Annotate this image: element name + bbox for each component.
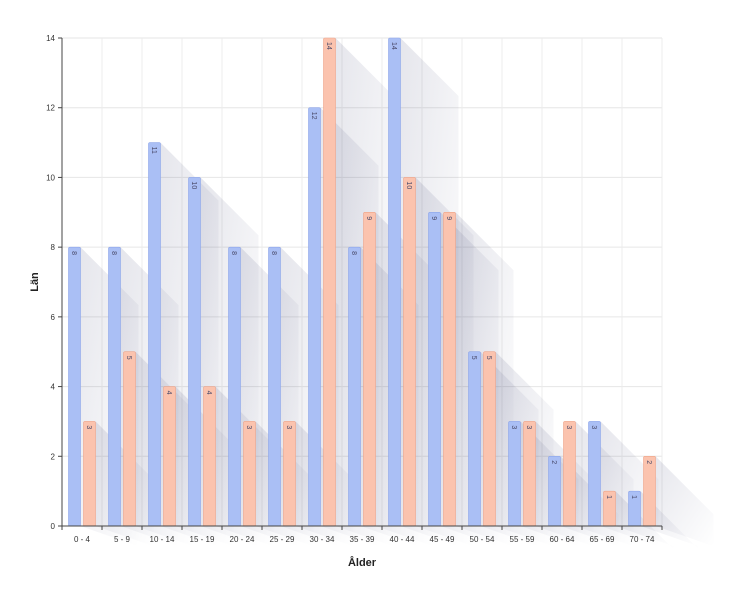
x-tick-label: 55 - 59 <box>510 535 535 544</box>
bar-value-label: 2 <box>550 460 557 464</box>
y-tick-label: 8 <box>51 243 56 252</box>
bar-series-2[interactable] <box>283 421 296 527</box>
bar-value-label: 14 <box>390 42 397 50</box>
bar-value-label: 12 <box>310 112 317 120</box>
bar-series-2[interactable] <box>83 421 96 527</box>
bar-series-2[interactable] <box>203 386 216 527</box>
x-axis-title: Ålder <box>348 556 377 569</box>
bar-value-label: 9 <box>430 216 437 220</box>
bar-value-label: 3 <box>525 425 532 429</box>
bar-value-label: 4 <box>205 391 212 395</box>
bar-series-2[interactable] <box>363 211 376 527</box>
y-axis-title: Län <box>29 272 41 292</box>
bar-series-1[interactable] <box>468 351 481 527</box>
bar-value-label: 9 <box>445 216 452 220</box>
bar-series-1[interactable] <box>588 421 601 527</box>
bar-series-1[interactable] <box>68 246 81 527</box>
bar-series-1[interactable] <box>188 177 201 527</box>
bar-value-label: 5 <box>125 356 132 360</box>
bar-series-1[interactable] <box>308 107 321 527</box>
bar-series-1[interactable] <box>548 455 561 527</box>
bar-value-label: 3 <box>590 425 597 429</box>
y-tick-label: 12 <box>46 104 55 113</box>
bar-shadow <box>655 456 714 547</box>
x-tick-label: 40 - 44 <box>390 535 415 544</box>
bar-series-1[interactable] <box>428 211 441 527</box>
x-tick-label: 35 - 39 <box>350 535 375 544</box>
bar-value-label: 9 <box>365 216 372 220</box>
bar-series-1[interactable] <box>148 142 161 527</box>
x-tick-label: 60 - 64 <box>550 535 575 544</box>
bar-value-label: 3 <box>565 425 572 429</box>
bar-value-label: 3 <box>245 425 252 429</box>
bar-value-label: 10 <box>190 181 197 189</box>
bar-value-label: 8 <box>270 251 277 255</box>
y-tick-label: 6 <box>51 313 56 322</box>
bar-series-1[interactable] <box>228 246 241 527</box>
x-tick-label: 45 - 49 <box>430 535 455 544</box>
bar-series-1[interactable] <box>268 246 281 527</box>
bar-value-label: 8 <box>70 251 77 255</box>
bar-value-label: 5 <box>470 356 477 360</box>
bar-value-label: 11 <box>150 147 157 154</box>
bar-value-label: 2 <box>645 460 652 464</box>
bar-series-2[interactable] <box>123 351 136 527</box>
x-tick-label: 0 - 4 <box>74 535 91 544</box>
bar-value-label: 3 <box>510 425 517 429</box>
y-tick-label: 14 <box>46 34 55 43</box>
bar-series-2[interactable] <box>403 177 416 527</box>
x-tick-label: 65 - 69 <box>590 535 615 544</box>
x-tick-label: 5 - 9 <box>114 535 131 544</box>
bar-series-2[interactable] <box>163 386 176 527</box>
bar-series-2[interactable] <box>323 37 336 527</box>
x-tick-label: 30 - 34 <box>310 535 335 544</box>
bar-value-label: 4 <box>165 391 172 395</box>
bar-series-1[interactable] <box>348 246 361 527</box>
bar-series-1[interactable] <box>108 246 121 527</box>
x-tick-label: 20 - 24 <box>230 535 255 544</box>
bar-value-label: 8 <box>350 251 357 255</box>
x-tick-label: 15 - 19 <box>190 535 215 544</box>
x-tick-label: 10 - 14 <box>150 535 175 544</box>
bar-value-label: 1 <box>605 495 612 499</box>
bar-value-label: 1 <box>630 495 637 499</box>
x-tick-label: 70 - 74 <box>630 535 655 544</box>
bar-series-1[interactable] <box>388 37 401 527</box>
bar-value-label: 8 <box>110 251 117 255</box>
bar-series-2[interactable] <box>563 421 576 527</box>
y-tick-label: 2 <box>51 452 56 461</box>
bar-series-2[interactable] <box>443 211 456 527</box>
bar-series-2[interactable] <box>523 421 536 527</box>
bar-value-label: 3 <box>285 425 292 429</box>
bar-series-2[interactable] <box>643 455 656 527</box>
bar-value-label: 8 <box>230 251 237 255</box>
y-tick-label: 4 <box>51 383 56 392</box>
bar-value-label: 14 <box>325 42 332 50</box>
x-tick-label: 50 - 54 <box>470 535 495 544</box>
bar-value-label: 10 <box>405 181 412 189</box>
bar-series-1[interactable] <box>508 421 521 527</box>
bar-series-2[interactable] <box>483 351 496 527</box>
y-tick-label: 10 <box>46 173 55 182</box>
bar-value-label: 3 <box>85 425 92 429</box>
bar-series-2[interactable] <box>243 421 256 527</box>
y-tick-label: 0 <box>51 522 56 531</box>
bar-value-label: 5 <box>485 356 492 360</box>
x-tick-label: 25 - 29 <box>270 535 295 544</box>
